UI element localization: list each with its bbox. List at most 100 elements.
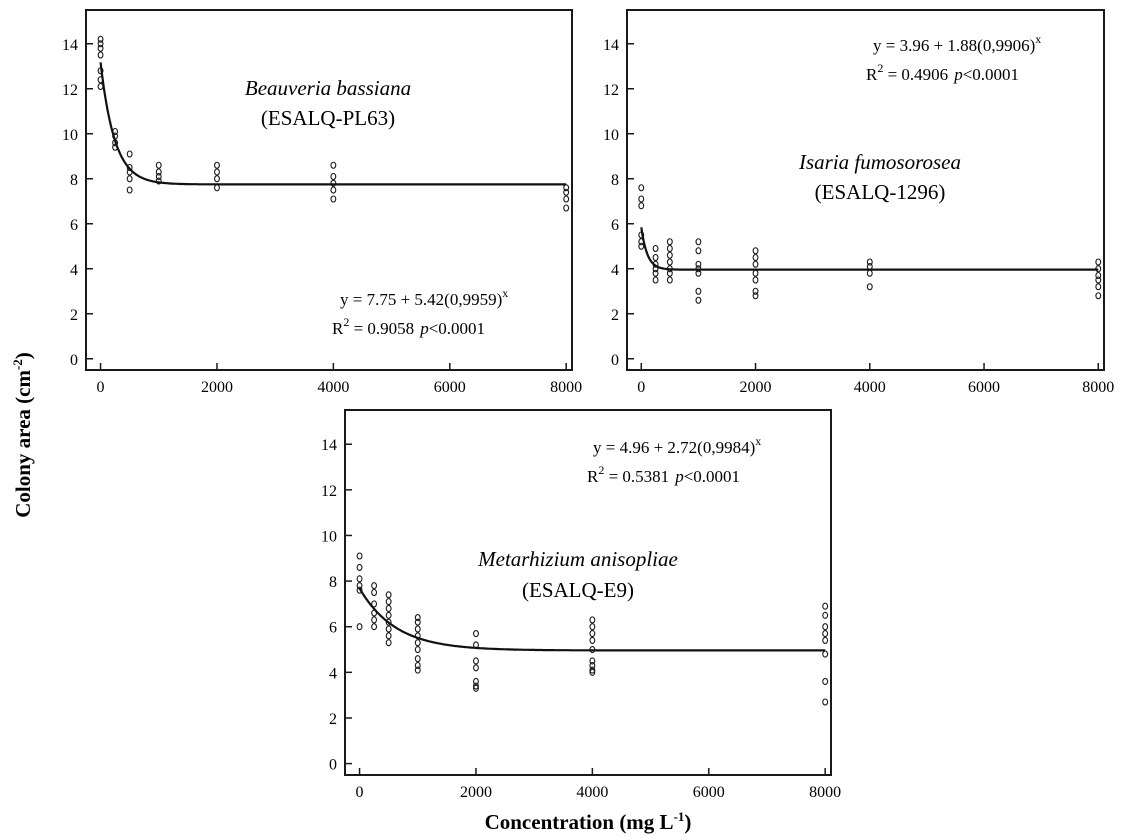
data-point xyxy=(385,598,392,606)
data-point xyxy=(214,161,220,169)
plot-frame xyxy=(344,409,832,776)
y-tick-label: 14 xyxy=(321,437,337,454)
data-point xyxy=(652,276,659,284)
data-point xyxy=(155,168,162,176)
data-point xyxy=(155,161,162,169)
x-tick-label: 8000 xyxy=(550,379,582,396)
y-axis-title: Colony area (cm-2) xyxy=(10,352,35,518)
data-point xyxy=(385,618,392,626)
data-point xyxy=(330,195,337,203)
y-tick-label: 8 xyxy=(70,172,78,189)
data-point xyxy=(822,611,829,619)
data-point xyxy=(1095,276,1102,284)
data-point xyxy=(330,161,337,169)
data-point xyxy=(695,296,702,304)
data-point xyxy=(752,276,759,284)
data-point xyxy=(638,184,645,192)
fit-curve xyxy=(358,587,826,652)
panel-isaria: 0 2000 4000 6000 8000 0 2 4 6 8 10 12 14 Isaria fumo… xyxy=(603,9,1114,396)
data-point xyxy=(414,639,421,647)
fit-curve xyxy=(99,62,567,186)
y-tick-label: 12 xyxy=(321,483,337,500)
data-point xyxy=(666,269,673,277)
data-point xyxy=(385,625,392,633)
data-point xyxy=(589,661,596,670)
x-tick-label: 6000 xyxy=(968,379,1000,396)
data-point xyxy=(126,150,133,158)
x-tick-label: 2000 xyxy=(740,379,772,396)
data-point xyxy=(589,636,596,644)
y-tick-label: 2 xyxy=(329,711,337,728)
data-point xyxy=(866,283,873,291)
y-tick-label: 10 xyxy=(603,127,619,144)
y-tick-label: 4 xyxy=(70,262,78,279)
y-tick-label: 12 xyxy=(603,82,619,99)
data-point xyxy=(563,195,570,203)
data-point xyxy=(473,664,479,672)
x-tick-label: 0 xyxy=(97,379,105,396)
species-label: Metarhizium anisopliae xyxy=(477,547,678,571)
y-tick-label: 4 xyxy=(329,665,337,682)
data-point xyxy=(414,618,421,626)
data-point xyxy=(414,614,421,622)
data-point xyxy=(473,630,479,638)
y-tick-label: 0 xyxy=(329,757,337,774)
data-point xyxy=(695,238,702,246)
data-point xyxy=(356,623,363,631)
data-point xyxy=(356,586,363,594)
data-point xyxy=(638,195,645,203)
data-point xyxy=(385,639,392,647)
data-point xyxy=(126,186,133,194)
x-tick-label: 8000 xyxy=(809,784,841,801)
data-point xyxy=(356,575,363,583)
data-point xyxy=(371,600,378,608)
y-tick-label: 0 xyxy=(611,352,619,369)
isolate-label: (ESALQ-1296) xyxy=(815,180,946,204)
data-point xyxy=(666,276,673,284)
y-tick-label: 2 xyxy=(611,307,619,324)
axis-ticks: 0 2000 4000 6000 8000 0 2 4 6 8 10 12 14 xyxy=(62,37,582,396)
data-point xyxy=(473,677,479,686)
data-point xyxy=(1095,283,1102,291)
data-point xyxy=(695,269,702,277)
data-point xyxy=(822,677,829,686)
data-point xyxy=(330,186,337,194)
data-point xyxy=(589,623,596,631)
data-point xyxy=(822,602,829,610)
data-point xyxy=(371,588,378,597)
data-point xyxy=(822,698,829,706)
data-point xyxy=(97,82,104,91)
y-tick-label: 4 xyxy=(611,262,619,279)
data-point xyxy=(638,242,645,250)
data-point xyxy=(414,625,421,633)
data-point xyxy=(330,172,337,181)
data-point xyxy=(97,44,104,52)
x-tick-label: 0 xyxy=(356,784,364,801)
data-point xyxy=(371,616,378,624)
data-point xyxy=(563,204,570,212)
data-point xyxy=(652,269,659,277)
y-tick-label: 6 xyxy=(70,217,78,234)
x-tick-label: 4000 xyxy=(317,379,349,396)
data-point xyxy=(97,35,104,43)
x-tick-label: 6000 xyxy=(434,379,466,396)
data-point xyxy=(652,244,659,253)
data-point xyxy=(473,684,479,692)
x-axis-title: Concentration (mg L-1) xyxy=(485,809,692,834)
data-point xyxy=(695,247,702,255)
data-point xyxy=(589,630,596,638)
data-point xyxy=(385,591,392,599)
data-point xyxy=(214,175,220,183)
data-point xyxy=(330,179,337,187)
equation-line: y = 7.75 + 5.42(0,9959)x xyxy=(340,286,508,309)
data-point xyxy=(752,260,759,268)
data-point xyxy=(866,269,873,277)
data-point xyxy=(414,655,421,663)
axis-ticks: 0 2000 4000 6000 8000 0 2 4 6 8 10 12 14 xyxy=(321,437,841,801)
species-label: Beauveria bassiana xyxy=(245,76,411,100)
y-tick-label: 14 xyxy=(603,37,619,54)
data-point xyxy=(666,258,673,266)
data-point xyxy=(752,247,759,255)
data-point xyxy=(695,260,702,268)
